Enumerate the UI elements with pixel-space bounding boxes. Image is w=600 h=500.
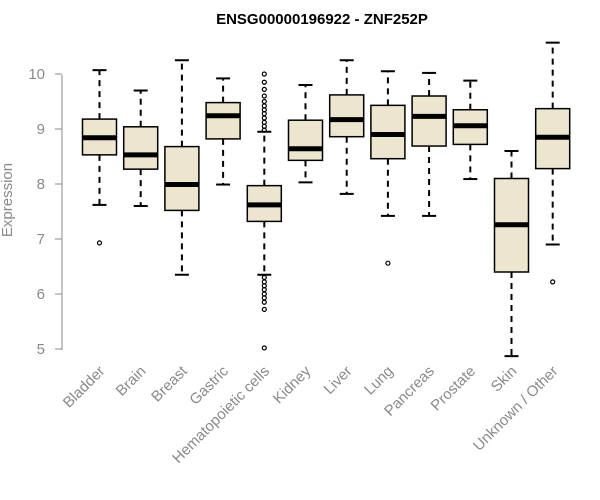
y-tick-label: 7 xyxy=(37,231,45,248)
box-hematopoietic-cells xyxy=(246,71,283,351)
box-liver xyxy=(328,59,365,195)
y-tick-label: 9 xyxy=(37,121,45,138)
iqr-box xyxy=(122,126,159,170)
iqr-box xyxy=(164,145,200,212)
y-tick-label: 5 xyxy=(37,341,45,358)
box-pancreas xyxy=(411,71,447,217)
outlier-point xyxy=(261,98,267,105)
outlier-point xyxy=(261,110,267,117)
outlier-point xyxy=(261,345,267,351)
outlier-point xyxy=(550,279,556,285)
box-skin xyxy=(493,150,530,358)
outlier-point xyxy=(261,71,267,77)
x-tick-label: Brain xyxy=(113,363,150,400)
chart-title: ENSG00000196922 - ZNF252P xyxy=(216,11,428,28)
box-kidney xyxy=(287,84,324,184)
x-tick-label: Liver xyxy=(321,363,356,398)
x-tick-label: Kidney xyxy=(270,362,315,407)
outlier-point xyxy=(261,306,267,312)
box-unknown-other xyxy=(534,41,571,285)
y-tick-label: 10 xyxy=(28,66,45,83)
iqr-box xyxy=(411,95,447,147)
x-tick-label: Prostate xyxy=(428,363,480,415)
outlier-point xyxy=(261,93,267,99)
outlier-point xyxy=(261,86,267,93)
x-tick-label: Bladder xyxy=(60,363,109,412)
y-axis-label: Expression xyxy=(0,163,16,237)
iqr-box xyxy=(205,101,241,140)
x-tick-label: Lung xyxy=(361,363,397,399)
outlier-point xyxy=(261,79,267,85)
box-gastric xyxy=(205,77,241,186)
x-tick-label: Skin xyxy=(488,363,521,396)
y-tick-label: 6 xyxy=(37,286,45,303)
outlier-point xyxy=(261,299,267,305)
outlier-point xyxy=(96,240,103,246)
box-breast xyxy=(164,59,200,276)
y-axis-ticks: 5 6 7 8 9 10 xyxy=(28,66,62,358)
x-tick-label: Breast xyxy=(148,362,191,405)
iqr-box xyxy=(287,119,324,162)
outlier-point xyxy=(261,127,267,133)
outlier-point xyxy=(385,260,391,266)
iqr-box xyxy=(328,94,365,138)
box-series xyxy=(81,41,571,358)
outlier-point xyxy=(261,115,267,121)
box-bladder xyxy=(81,69,118,246)
box-lung xyxy=(370,70,406,266)
y-tick-label: 8 xyxy=(37,176,45,193)
box-prostate xyxy=(452,79,489,181)
outlier-point xyxy=(261,274,267,281)
box-brain xyxy=(122,89,159,207)
